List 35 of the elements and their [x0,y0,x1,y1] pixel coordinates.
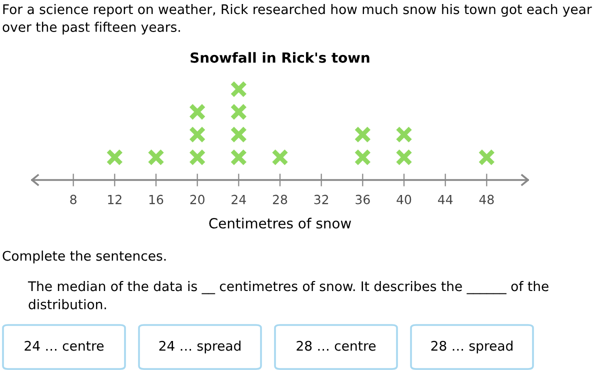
point [396,126,412,144]
x-tick-label: 12 [108,194,122,204]
text: 28 … spread [431,340,512,354]
x-tick-label: 48 [479,194,494,204]
point [478,148,496,166]
text: 24 … spread [159,340,240,354]
point [230,148,248,166]
x-tick-label: 36 [356,194,370,204]
text: The median of the data is __ centimetres of snow. It describes the ______ of the distribution. [28,281,548,310]
x-tick-label: 24 [232,194,246,204]
point [230,103,248,120]
text: Complete the sentences. [2,250,166,264]
x-tick-label: 28 [272,194,288,204]
point [188,103,206,120]
point [188,126,206,144]
point [148,148,164,166]
x-tick-label: 40 [396,194,412,204]
x-tick-label: 16 [149,194,164,204]
point [354,126,372,144]
point [106,148,124,166]
point [230,126,248,144]
text: 28 … centre [296,340,376,351]
x-tick-label: 8 [70,194,76,204]
x-tick-label: 44 [438,194,453,204]
text: For a science report on weather, Rick researched how much snow his town got each year over the past fifteen years. [2,4,592,35]
point [396,148,412,166]
point [354,148,372,166]
point [272,148,288,166]
x-tick-label: 20 [190,194,204,204]
x-axis-title: Centimetres of snow [209,218,351,229]
text: 24 … centre [24,340,104,351]
point [188,148,206,166]
point [230,80,248,98]
chart-title: Snowfall in Rick's town [190,52,370,63]
x-tick-label: 32 [314,194,328,204]
